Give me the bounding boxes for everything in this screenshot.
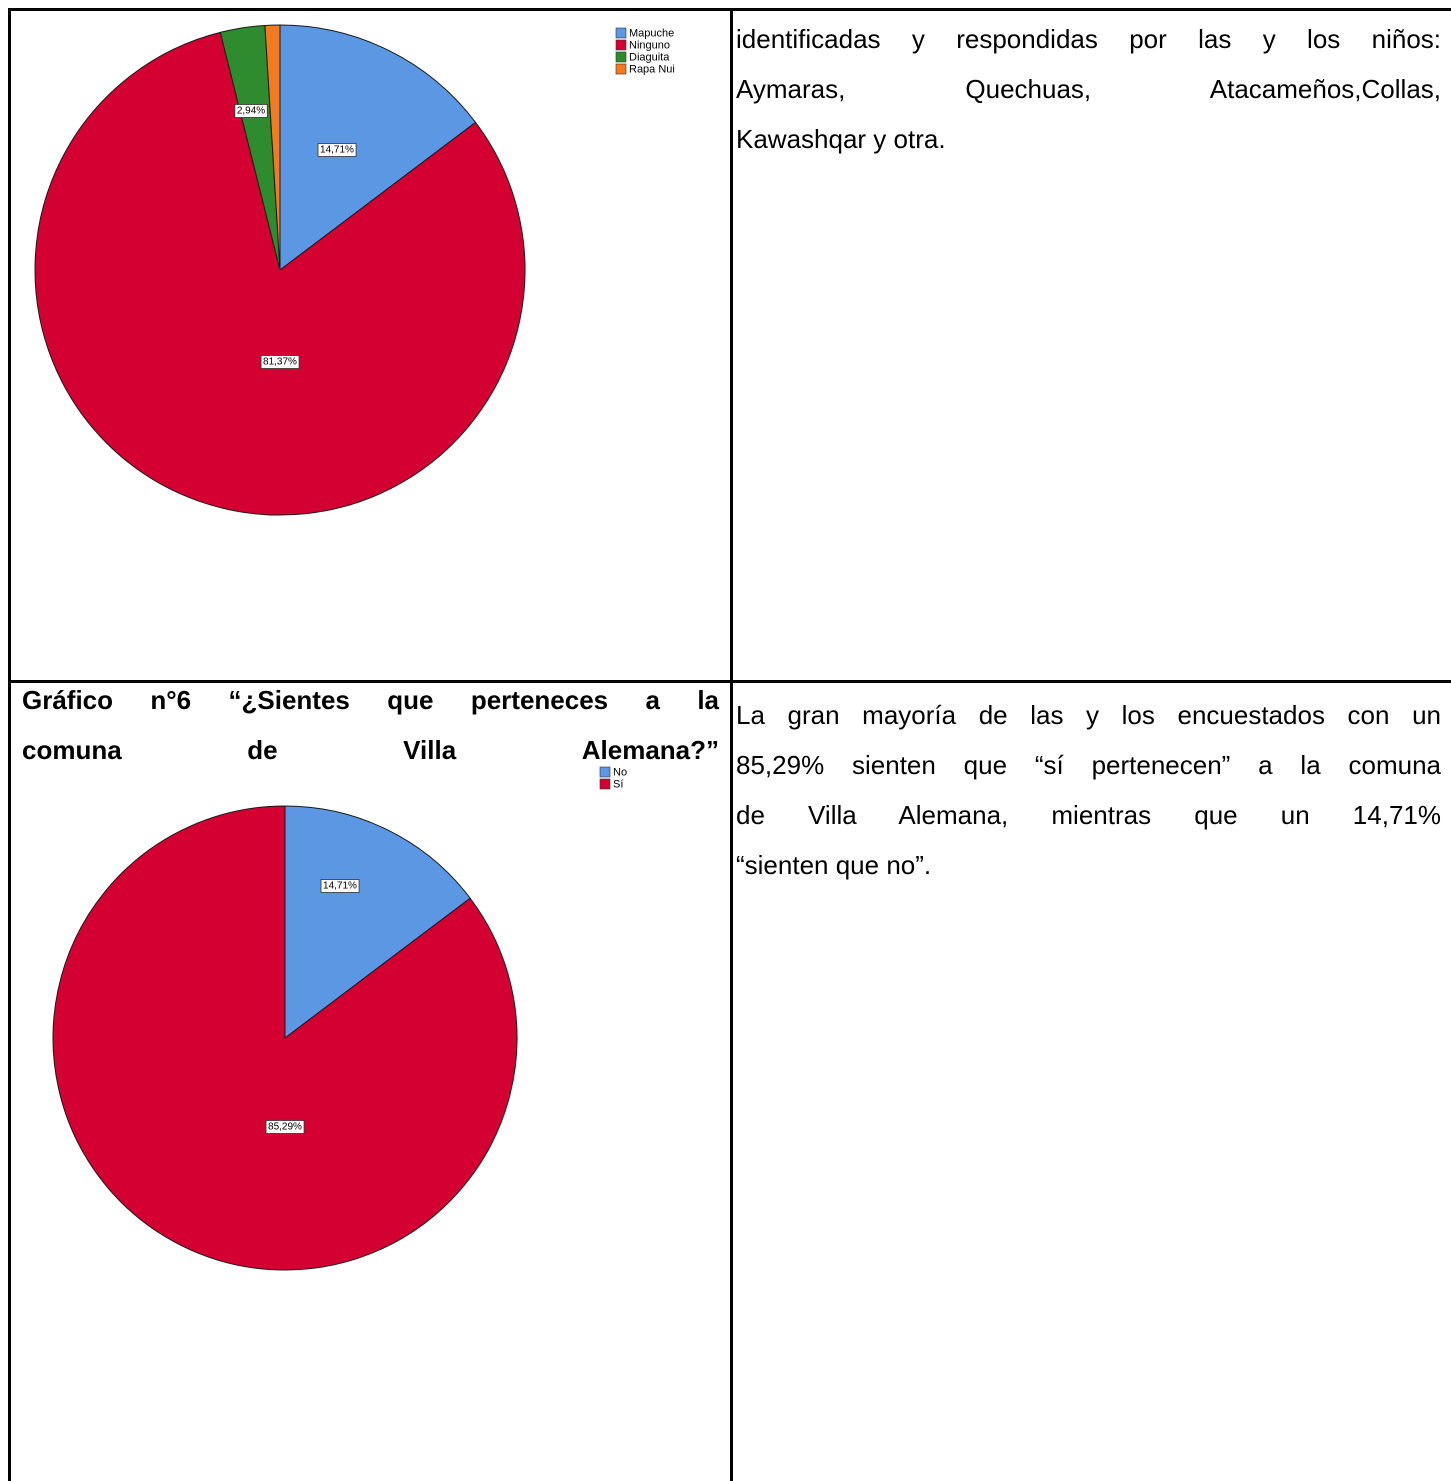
chart-cell-ethnicity: 14,71% 81,37% 2,94% Mapuche Ninguno Diaguita R… [11,11,730,680]
pie-slice-ninguno [34,31,526,516]
svg-text:No: No [613,767,627,779]
paragraph-line: Kawashqar y otra. [736,124,946,154]
paragraph-line: Aymaras, Quechuas, Atacameños,Collas, [736,74,1441,104]
legend-item-mapuche: Mapuche [615,28,674,40]
table-column-divider [730,8,733,1481]
pie-slice-no [284,805,471,1040]
svg-text:14,71%: 14,71% [323,881,357,892]
heading-word: comuna [22,735,122,765]
text-cell-belonging: La gran mayoría de las y los encuestados… [733,690,1441,890]
svg-text:Diaguita: Diaguita [629,52,670,64]
svg-text:Ninguno: Ninguno [629,40,670,52]
paragraph-line: 85,29% sienten que “sí pertenecen” a la … [736,750,1441,780]
svg-text:Rapa Nui: Rapa Nui [629,64,675,76]
slice-label-no: 14,71% [320,879,360,893]
slice-label-s: 85,29% [265,1120,305,1134]
legend-item-diaguita: Diaguita [615,52,670,64]
chart-heading-line2: comuna de Villa Alemana?” [22,725,719,775]
heading-word: de [247,735,278,765]
table-row-divider [8,680,1451,683]
paragraph-line: La gran mayoría de las y los encuestados… [736,700,1441,730]
pie-slice-rapa-nui [264,24,281,271]
legend-item-no: No [599,767,627,779]
chart-heading: Gráfico n°6 “¿Sientes que perteneces a l… [22,675,719,775]
pie-slice-mapuche [279,24,477,272]
chart-heading-line1: Gráfico n°6 “¿Sientes que perteneces a l… [22,685,719,715]
table-border-top [8,8,1451,11]
legend-item-s: Sí [599,779,623,791]
table-border-left [8,8,11,1481]
text-cell-ethnicity: identificadas y respondidas por las y lo… [733,14,1441,164]
svg-text:85,29%: 85,29% [268,1122,302,1133]
pie-slice-s [52,805,518,1271]
pie-chart-ethnicity: 14,71% 81,37% 2,94% MapucheNingunoDiaguitaR… [34,24,675,516]
svg-text:14,71%: 14,71% [320,145,354,156]
legend-item-rapa-nui: Rapa Nui [615,64,675,76]
paragraph-line: de Villa Alemana, mientras que un 14,71% [736,800,1441,830]
svg-text:Mapuche: Mapuche [629,28,674,40]
paragraph-line: “sienten que no”. [736,850,932,880]
paragraph-line: identificadas y respondidas por las y lo… [736,24,1441,54]
heading-word: Villa [403,735,457,765]
slice-label-ninguno: 81,37% [260,355,300,369]
heading-word: Alemana?” [581,735,719,765]
svg-text:2,94%: 2,94% [237,106,265,117]
slice-label-diaguita: 2,94% [234,104,268,118]
chart-cell-belonging: Gráfico n°6 “¿Sientes que perteneces a l… [11,683,730,1481]
slice-label-mapuche: 14,71% [317,143,357,157]
legend-item-ninguno: Ninguno [615,40,670,52]
svg-text:81,37%: 81,37% [263,357,297,368]
svg-text:Sí: Sí [613,779,623,791]
